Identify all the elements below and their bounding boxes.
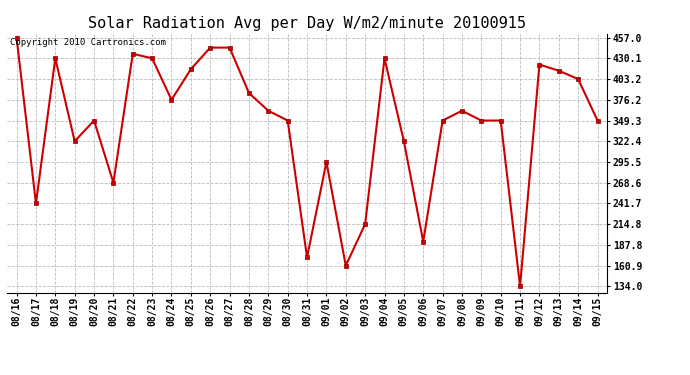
- Text: Copyright 2010 Cartronics.com: Copyright 2010 Cartronics.com: [10, 38, 166, 46]
- Title: Solar Radiation Avg per Day W/m2/minute 20100915: Solar Radiation Avg per Day W/m2/minute …: [88, 16, 526, 31]
